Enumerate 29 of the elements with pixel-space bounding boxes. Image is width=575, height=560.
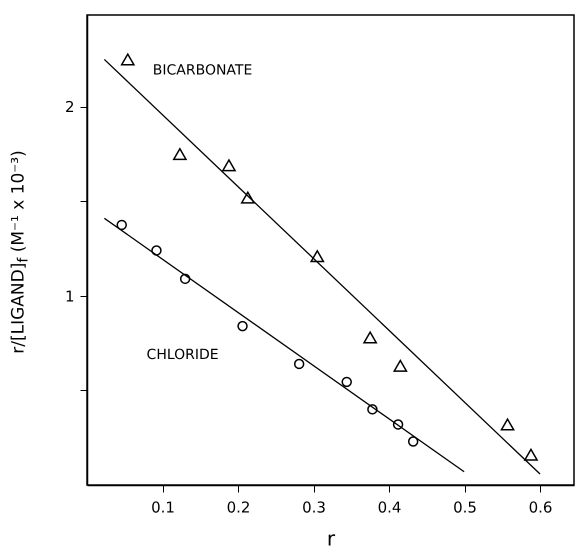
point	[310, 250, 324, 262]
point	[363, 331, 378, 344]
x-tick-label: 0.2	[226, 498, 250, 516]
point	[392, 419, 404, 430]
point	[294, 358, 304, 370]
series-label: CHLORIDE	[146, 347, 219, 364]
point	[524, 448, 538, 461]
point	[342, 376, 352, 388]
point	[240, 191, 255, 204]
point	[393, 360, 408, 372]
x-tick-label: 0.3	[302, 498, 326, 516]
point	[120, 53, 135, 66]
point	[172, 148, 187, 160]
point	[180, 274, 190, 284]
x-tick-label: 0.6	[528, 498, 552, 516]
y-tick-label: 2	[64, 98, 74, 116]
series-label: BICARBONATE	[152, 62, 252, 78]
point	[222, 159, 236, 172]
x-tick-label: 0.4	[378, 498, 402, 516]
point	[408, 436, 418, 447]
y-tick-label: 1	[64, 287, 74, 306]
point	[237, 320, 248, 332]
x-tick-label: 0.1	[151, 498, 175, 516]
point	[151, 245, 162, 256]
x-tick-label: 0.5	[453, 498, 477, 516]
point	[116, 220, 127, 230]
point	[500, 418, 514, 431]
x-axis-title: r	[326, 526, 336, 550]
point	[367, 404, 378, 415]
